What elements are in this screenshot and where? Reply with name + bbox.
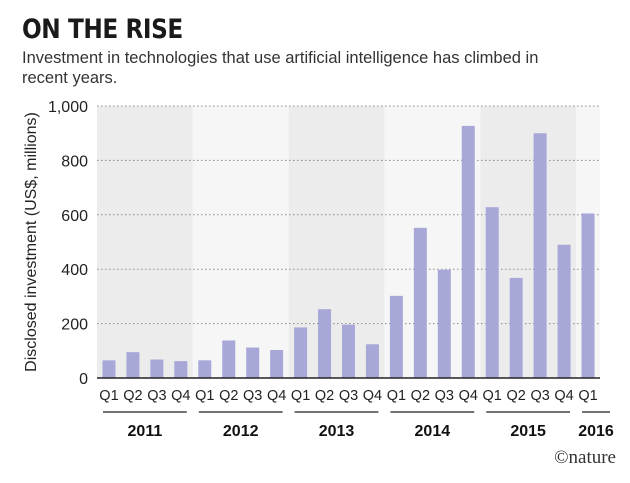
- bar: [557, 244, 571, 378]
- bar: [365, 344, 379, 378]
- x-tick-label: Q2: [315, 388, 334, 404]
- x-tick-label: Q3: [147, 388, 166, 404]
- bar: [150, 359, 164, 378]
- x-tick-label: Q2: [411, 388, 430, 404]
- y-tick-label: 800: [61, 153, 88, 170]
- year-group-label: 2011: [128, 423, 163, 440]
- bar: [102, 360, 116, 378]
- y-tick-label: 200: [61, 317, 88, 334]
- x-tick-label: Q2: [123, 388, 142, 404]
- chart-subtitle: Investment in technologies that use arti…: [22, 49, 539, 87]
- x-tick-label: Q2: [219, 388, 238, 404]
- bar: [270, 349, 284, 378]
- x-tick-label: Q1: [483, 388, 502, 404]
- bar: [509, 277, 523, 378]
- y-tick-label: 600: [61, 208, 88, 225]
- year-band-2011: [97, 106, 193, 378]
- x-tick-label: Q4: [459, 388, 478, 404]
- year-group-label: 2016: [578, 423, 614, 440]
- nature-logo: ©nature: [554, 447, 616, 468]
- x-tick-label: Q3: [530, 388, 549, 404]
- x-tick-label: Q4: [554, 388, 573, 404]
- x-axis-quarter-labels: Q1 Q2 Q3 Q4 Q1 Q2 Q3 Q4 Q1 Q2 Q3 Q4 Q1 Q2 Q3 Q4 Q1 Q2 Q3 Q4…: [99, 388, 597, 404]
- x-tick-label: Q4: [171, 388, 190, 404]
- x-tick-label: Q4: [363, 388, 382, 404]
- x-tick-label: Q3: [339, 388, 358, 404]
- year-group-label: 2015: [510, 423, 546, 440]
- bar: [485, 207, 499, 378]
- bar: [198, 360, 212, 378]
- x-tick-label: Q4: [267, 388, 286, 404]
- bar: [389, 295, 403, 378]
- bar: [174, 361, 188, 378]
- y-tick-label: 400: [61, 262, 88, 279]
- bar: [126, 352, 140, 378]
- bar: [413, 227, 427, 378]
- bar: [581, 213, 595, 378]
- year-group-label: 2013: [319, 423, 355, 440]
- year-group-label: 2012: [223, 423, 259, 440]
- x-tick-label: Q2: [506, 388, 525, 404]
- x-tick-label: Q1: [99, 388, 118, 404]
- x-tick-label: Q1: [387, 388, 406, 404]
- bar: [342, 324, 355, 378]
- year-band-2012: [192, 106, 289, 378]
- y-axis-label: Disclosed investment (US$, millions): [23, 112, 40, 372]
- bar: [533, 133, 547, 378]
- x-tick-label: Q1: [291, 388, 310, 404]
- year-group-label: 2014: [415, 423, 451, 440]
- y-tick-label: 0: [79, 371, 88, 388]
- bar: [246, 347, 260, 378]
- bar: [294, 327, 308, 378]
- bar: [461, 125, 475, 378]
- bars: [102, 125, 595, 378]
- x-axis-year-groups: 2011 2012 2013 2014 2015 2016: [103, 411, 614, 440]
- bar: [437, 269, 451, 378]
- y-axis-ticks: 0 200 400 600 800 1,000: [48, 99, 88, 388]
- x-tick-label: Q1: [578, 388, 597, 404]
- bar: [222, 340, 236, 378]
- chart-title: ON THE RISE: [22, 14, 183, 45]
- x-tick-label: Q3: [435, 388, 454, 404]
- bar: [318, 309, 332, 378]
- y-tick-label: 1,000: [48, 99, 88, 116]
- x-tick-label: Q3: [243, 388, 262, 404]
- x-tick-label: Q1: [195, 388, 214, 404]
